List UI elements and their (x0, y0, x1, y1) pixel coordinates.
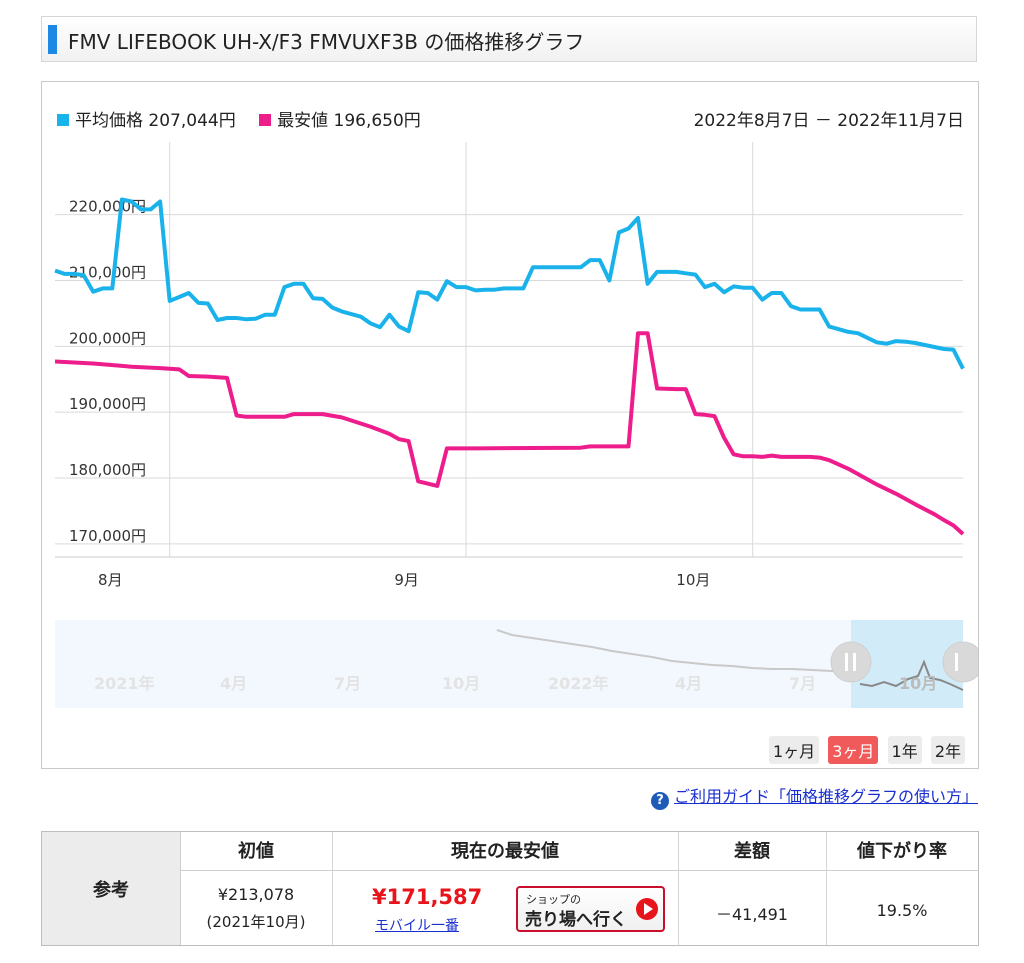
navigator-label: 7月 (334, 674, 361, 693)
y-tick-label: 200,000円 (69, 329, 146, 347)
initial-date: (2021年10月) (206, 913, 306, 931)
range-button-1y[interactable]: 1年 (887, 736, 922, 764)
title-accent-bar (48, 25, 57, 54)
legend-item-average: 平均価格 207,044円 (57, 106, 236, 131)
guide-link[interactable]: ご利用ガイド「価格推移グラフの使い方」 (673, 787, 978, 806)
guide: ? ご利用ガイド「価格推移グラフの使い方」 (650, 783, 978, 810)
shop-name-link[interactable]: モバイル一番 (375, 918, 459, 934)
navigator-left-grip-1 (845, 653, 848, 671)
lowest-price-line (54, 331, 965, 536)
drop-rate: 19.5% (876, 901, 928, 920)
navigator-right-grip (955, 653, 958, 671)
initial-price: ¥213,078 (217, 885, 295, 904)
minimum-swatch (259, 114, 272, 126)
average-swatch (57, 114, 69, 126)
page-title: FMV LIFEBOOK UH-X/F3 FMVUXF3B の価格推移グラフ (68, 30, 585, 54)
navigator-right-handle[interactable] (942, 641, 978, 683)
range-buttons: 1ヶ月 3ヶ月 1年 2年 (765, 736, 965, 764)
reference-label-cell: 参考 (42, 832, 181, 945)
header-initial-price: 初値 (180, 832, 332, 871)
price-difference-value: －41,491 (716, 905, 788, 924)
range-navigator[interactable]: 2021年 4月 7月 10月 2022年 4月 7月 10月 (42, 616, 978, 716)
navigator-history-line (496, 629, 853, 673)
x-tick-label: 8月 (98, 571, 123, 589)
go-to-shop-button[interactable]: ショップの 売り場へ行く (516, 886, 665, 932)
navigator-label: 2021年 (94, 674, 155, 693)
column-divider (332, 832, 333, 945)
column-divider (826, 832, 827, 945)
shop-name: モバイル一番 (375, 915, 459, 935)
navigator-label: 10月 (442, 674, 480, 693)
legend: 平均価格 207,044円 最安値 196,650円 (57, 106, 439, 131)
navigator-left-handle[interactable] (830, 641, 872, 683)
navigator-label: 4月 (675, 674, 702, 693)
legend-average-label: 平均価格 207,044円 (75, 111, 236, 131)
price-difference: －41,491 (678, 901, 826, 925)
y-tick-label: 190,000円 (69, 395, 146, 413)
navigator-labels: 2021年 4月 7月 10月 2022年 4月 7月 10月 (94, 674, 937, 693)
y-tick-label: 170,000円 (69, 527, 146, 545)
navigator-label: 7月 (789, 674, 816, 693)
play-arrow-icon (636, 898, 658, 920)
date-range: 2022年8月7日 － 2022年11月7日 (693, 111, 964, 131)
range-button-2y[interactable]: 2年 (930, 736, 965, 764)
price-chart: 170,000円 180,000円 190,000円 200,000円 210,000円… (54, 142, 965, 589)
navigator-left-grip-2 (853, 653, 856, 671)
help-icon[interactable]: ? (650, 792, 669, 810)
shop-button-top-label: ショップの (526, 893, 581, 906)
header-drop-rate: 値下がり率 (826, 832, 978, 871)
y-tick-label: 210,000円 (69, 264, 146, 282)
reference-table: 参考 初値 現在の最安値 差額 値下がり率 ¥213,078 (2021年10月… (41, 831, 979, 946)
navigator-selected-line (859, 659, 964, 691)
y-tick-label: 220,000円 (69, 198, 146, 216)
range-button-1m[interactable]: 1ヶ月 (768, 736, 820, 764)
navigator-label: 2022年 (548, 674, 609, 693)
shop-button-main-label: 売り場へ行く (525, 910, 627, 930)
average-price-line (54, 197, 965, 370)
page-title-bar: FMV LIFEBOOK UH-X/F3 FMVUXF3B の価格推移グラフ (41, 16, 977, 62)
legend-minimum-label: 最安値 196,650円 (277, 111, 421, 131)
legend-item-minimum: 最安値 196,650円 (259, 106, 421, 131)
y-tick-label: 180,000円 (69, 461, 146, 479)
x-tick-label: 10月 (676, 571, 710, 589)
chart-panel: 平均価格 207,044円 最安値 196,650円 2022年8月7日 － 2… (41, 81, 979, 769)
current-lowest-price: ¥171,587 (372, 885, 483, 909)
header-difference: 差額 (678, 832, 826, 871)
column-divider (678, 832, 679, 945)
navigator-label: 10月 (899, 674, 937, 693)
reference-label: 参考 (93, 880, 129, 901)
navigator-label: 4月 (220, 674, 247, 693)
x-tick-label: 9月 (394, 571, 419, 589)
range-button-3m[interactable]: 3ヶ月 (828, 736, 879, 764)
header-current-lowest: 現在の最安値 (332, 832, 678, 871)
